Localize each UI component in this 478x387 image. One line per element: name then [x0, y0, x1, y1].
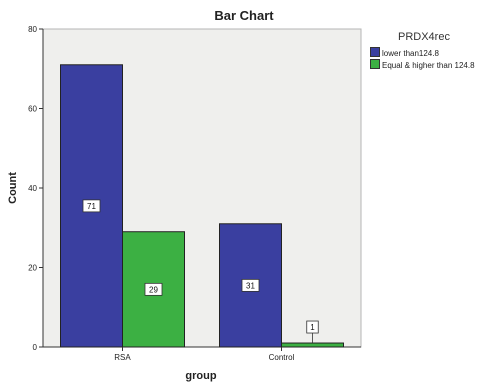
legend-swatch-lower: [370, 47, 380, 57]
x-axis-label: group: [185, 370, 216, 382]
data-label: 71: [87, 202, 96, 211]
data-label: 31: [246, 281, 255, 290]
y-axis-ticks: 0 20 40 60 80: [28, 25, 43, 352]
data-label-box: [82, 199, 101, 213]
legend-item-lower: lower than124.8: [370, 47, 439, 58]
y-tick-label: 0: [33, 343, 38, 352]
y-tick-label: 40: [28, 184, 37, 193]
data-label: 29: [149, 285, 158, 294]
legend-label-lower: lower than124.8: [382, 49, 439, 58]
bars: 71 29 31 1: [60, 64, 344, 348]
y-tick-label: 60: [28, 105, 37, 114]
x-tick-label: RSA: [114, 353, 131, 362]
y-tick-label: 20: [28, 264, 37, 273]
y-axis-label: Count: [7, 172, 19, 204]
legend-item-higher: Equal & higher than 124.8: [370, 59, 475, 70]
data-label-box: [144, 282, 163, 296]
legend-swatch-higher: [370, 59, 380, 69]
data-label-box: [241, 278, 260, 292]
legend-title: PRDX4rec: [398, 31, 450, 43]
bar-control-1: [281, 342, 344, 348]
legend-label-higher: Equal & higher than 124.8: [382, 61, 475, 70]
data-label: 1: [310, 323, 315, 332]
x-axis-ticks: RSA Control: [114, 347, 295, 362]
y-tick-label: 80: [28, 25, 37, 34]
x-tick-label: Control: [269, 353, 295, 362]
chart-title: Bar Chart: [214, 8, 274, 23]
